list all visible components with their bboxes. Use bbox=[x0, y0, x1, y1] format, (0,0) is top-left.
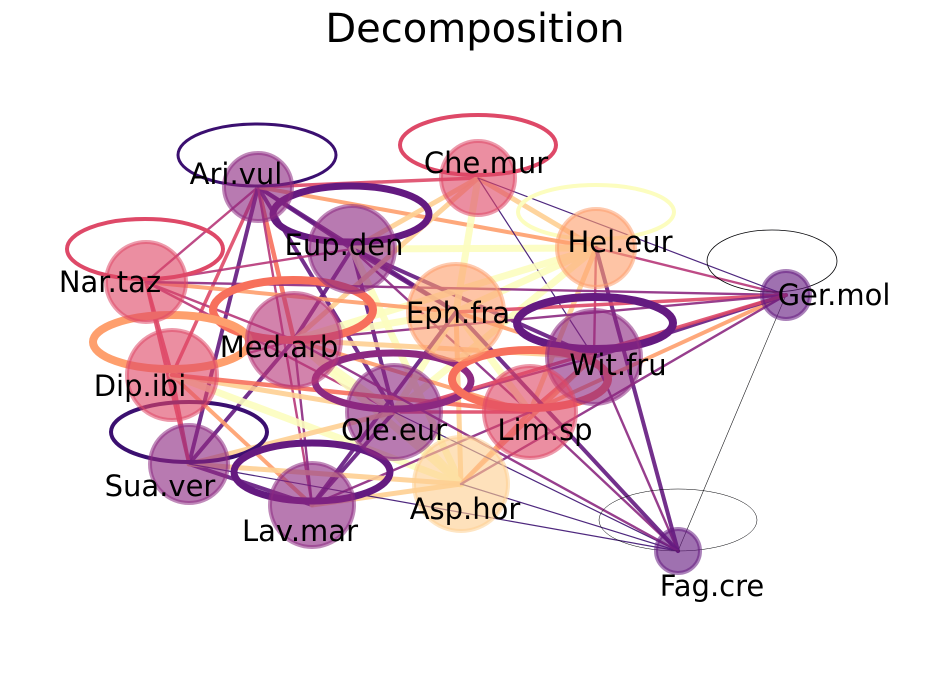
node-hel bbox=[555, 207, 637, 289]
edge-ger-fag bbox=[677, 294, 787, 552]
node-label-nar: Nar.taz bbox=[59, 265, 161, 299]
node-label-ari: Ari.vul bbox=[190, 157, 283, 191]
node-asp bbox=[412, 435, 510, 533]
node-label-eph: Eph.fra bbox=[406, 296, 510, 330]
node-label-med: Med.arb bbox=[220, 330, 339, 364]
node-eph bbox=[406, 262, 506, 362]
node-label-che: Che.mur bbox=[424, 146, 548, 180]
node-label-asp: Asp.hor bbox=[410, 492, 521, 526]
node-label-fag: Fag.cre bbox=[660, 569, 765, 603]
diagram-title: Decomposition bbox=[325, 6, 624, 52]
node-fag bbox=[654, 527, 702, 575]
node-label-lim: Lim.sp bbox=[497, 413, 592, 447]
nodes-layer bbox=[104, 139, 812, 575]
node-label-ole: Ole.eur bbox=[341, 413, 447, 447]
node-label-dip: Dip.ibi bbox=[94, 369, 187, 403]
edge-eph-ger bbox=[454, 293, 788, 314]
edge-ger-med bbox=[292, 293, 788, 342]
edge-fag-ole bbox=[393, 411, 679, 552]
node-eup bbox=[307, 204, 397, 294]
node-label-eup: Eup.den bbox=[285, 228, 404, 262]
node-ole bbox=[345, 363, 443, 461]
node-label-wit: Wit.fru bbox=[569, 348, 666, 382]
node-che bbox=[439, 139, 517, 217]
node-lim bbox=[482, 364, 578, 460]
node-ger bbox=[760, 269, 812, 321]
node-label-hel: Hel.eur bbox=[567, 225, 672, 259]
node-label-ger: Ger.mol bbox=[778, 278, 891, 312]
node-lav bbox=[268, 461, 356, 549]
node-wit bbox=[545, 308, 643, 406]
node-labels-layer: Ari.vul Che.mur Eup.den Hel.eur Nar.taz Ger.m… bbox=[59, 146, 891, 603]
node-sua bbox=[148, 423, 230, 505]
node-label-sua: Sua.ver bbox=[105, 469, 216, 503]
node-label-lav: Lav.mar bbox=[242, 514, 358, 548]
node-med bbox=[245, 291, 343, 389]
node-dip bbox=[125, 328, 219, 422]
node-nar bbox=[104, 240, 188, 324]
node-ari bbox=[222, 151, 294, 223]
